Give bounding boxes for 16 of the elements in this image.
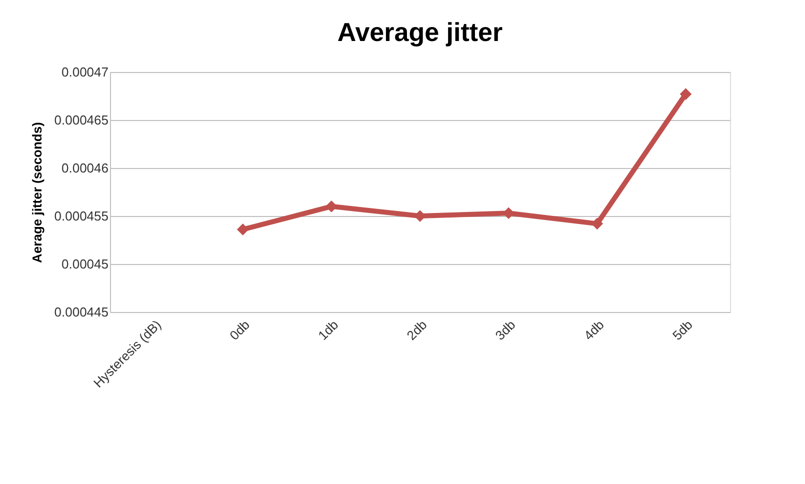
point bbox=[236, 224, 249, 236]
chart-title: Average jitter bbox=[337, 17, 503, 47]
point bbox=[680, 88, 692, 100]
y-axis-title: Aerage jitter (seconds) bbox=[29, 122, 44, 263]
y-tick-label: 0.00045 bbox=[62, 256, 108, 272]
y-tick-label: 0.00046 bbox=[62, 160, 108, 176]
y-tick-label: 0.00047 bbox=[62, 64, 108, 80]
x-tick-label: 1db bbox=[315, 317, 342, 344]
x-tick-label: 5db bbox=[669, 317, 696, 344]
y-tick-label: 0.000465 bbox=[54, 112, 108, 128]
x-tick-label: 2db bbox=[404, 317, 430, 344]
x-tick-label: 4db bbox=[580, 317, 607, 344]
x-tick-label: 3db bbox=[492, 317, 518, 344]
y-tick-label: 0.000455 bbox=[54, 208, 108, 224]
x-tick-label: 0db bbox=[226, 317, 253, 344]
y-tick-label: 0.000445 bbox=[54, 304, 108, 320]
